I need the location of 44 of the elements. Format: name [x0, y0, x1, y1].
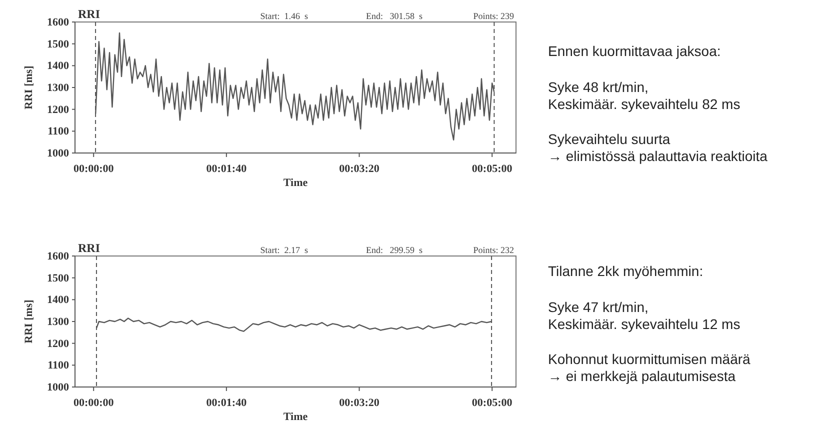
x-tick-label: 00:01:40 — [206, 163, 248, 176]
x-tick-label: 00:05:00 — [472, 163, 513, 176]
text: End: 299.59 s — [366, 245, 424, 255]
text: Tilanne 2kk myöhemmin: — [548, 263, 704, 279]
text: End: 301.58 s — [366, 11, 424, 21]
y-axis-title: RRI [ms] — [23, 300, 35, 344]
y-tick-label: 1600 — [47, 16, 70, 29]
y-tick-label: 1100 — [48, 126, 70, 138]
x-axis-title: Time — [283, 177, 308, 189]
chart-title: RRI — [78, 241, 100, 255]
y-tick-label: 1000 — [47, 148, 70, 160]
text: Kohonnut kuormittumisen määrä — [548, 351, 751, 367]
text: Points: 232 — [473, 245, 514, 255]
x-tick-label: 00:03:20 — [339, 163, 380, 176]
text: Sykevaihtelu suurta — [548, 131, 670, 147]
y-tick-label: 1300 — [47, 82, 70, 94]
y-tick-label: 1500 — [47, 272, 70, 284]
text: Ennen kuormittavaa jaksoa: — [548, 43, 721, 59]
y-axis-title: RRI [ms] — [23, 66, 35, 110]
y-tick-label: 1400 — [47, 294, 70, 306]
x-axis-title: Time — [283, 411, 308, 423]
y-tick-label: 1200 — [47, 338, 70, 350]
text: Points: 239 — [473, 11, 514, 21]
y-tick-label: 1100 — [48, 360, 70, 372]
y-tick-label: 1600 — [47, 250, 70, 263]
text: Keskimäär. sykevaihtelu 12 ms — [548, 316, 740, 332]
text: Start: 1.46 s — [260, 11, 308, 21]
x-tick-label: 00:00:00 — [73, 163, 114, 176]
text: Syke 48 krt/min, — [548, 79, 648, 95]
y-tick-label: 1400 — [47, 60, 70, 72]
x-tick-label: 00:03:20 — [339, 397, 380, 410]
x-tick-label: 00:01:40 — [206, 397, 248, 410]
x-tick-label: 00:00:00 — [73, 397, 114, 410]
y-tick-label: 1000 — [47, 382, 70, 394]
text: Keskimäär. sykevaihtelu 82 ms — [548, 96, 740, 112]
x-tick-label: 00:05:00 — [472, 397, 513, 410]
text: Syke 47 krt/min, — [548, 299, 648, 315]
text: → ei merkkejä palautumisesta — [548, 368, 736, 384]
text: → elimistössä palauttavia reaktioita — [548, 148, 768, 164]
chart-title: RRI — [78, 7, 100, 21]
text: Start: 2.17 s — [260, 245, 308, 255]
y-tick-label: 1200 — [47, 104, 70, 116]
y-tick-label: 1500 — [47, 38, 70, 50]
y-tick-label: 1300 — [47, 316, 70, 328]
